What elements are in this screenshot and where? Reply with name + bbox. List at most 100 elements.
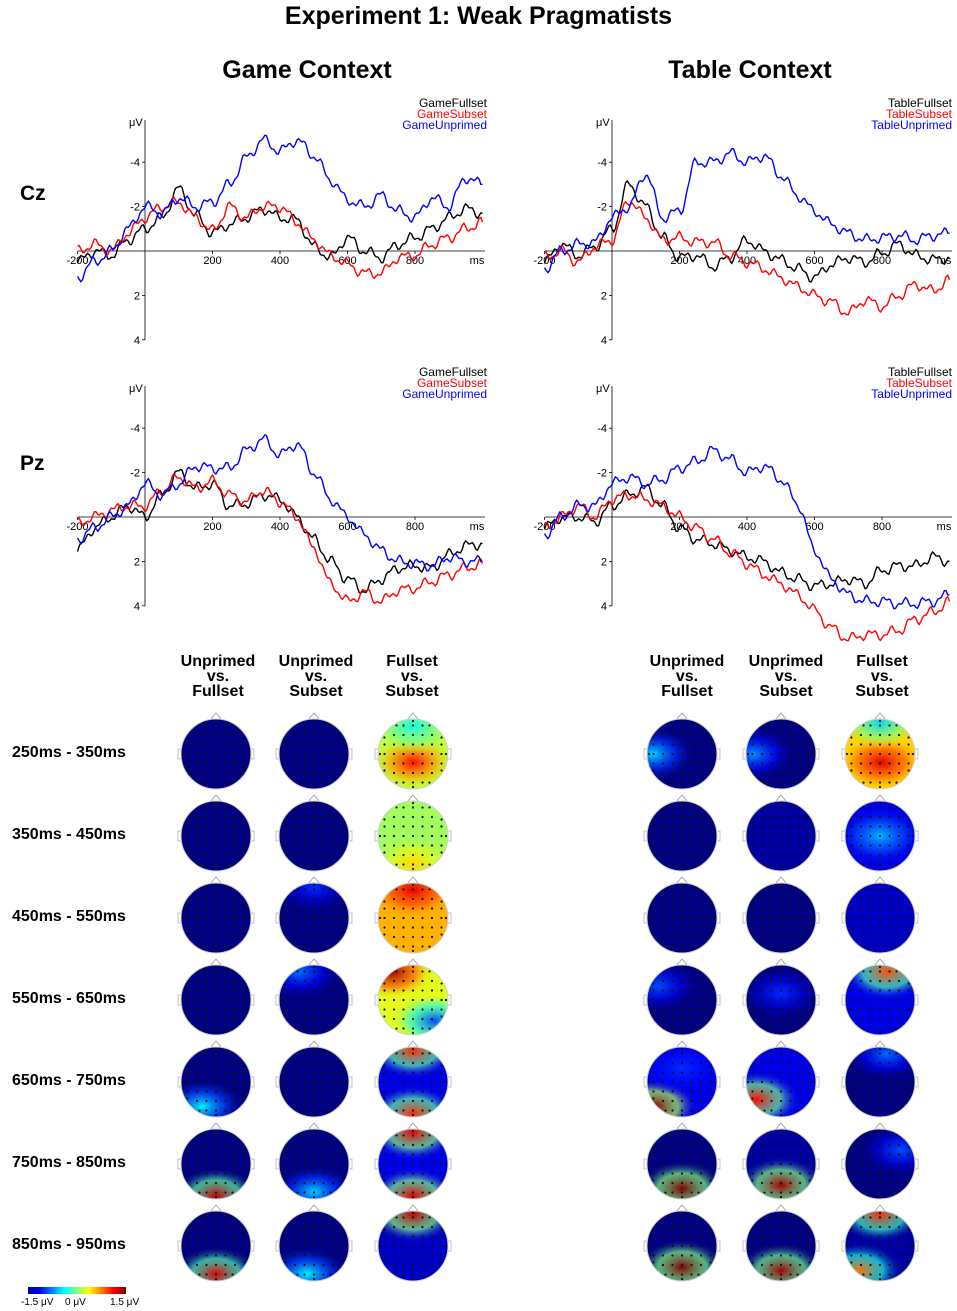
electrode-dot	[897, 916, 901, 920]
electrode-dot	[312, 762, 316, 765]
electrode-dot	[284, 1146, 287, 1149]
electrode-dot	[392, 998, 396, 1002]
topomap	[742, 1204, 820, 1282]
head-nose	[406, 1204, 420, 1213]
electrode-dot	[392, 1254, 396, 1257]
electrode-dot	[383, 1153, 386, 1156]
electrode-dot	[751, 1254, 754, 1257]
electrode-dot	[186, 851, 189, 854]
electrode-dot	[303, 1191, 306, 1194]
electrode-dot	[411, 949, 415, 953]
head-nose	[209, 1122, 223, 1131]
electrode-dot	[322, 1172, 325, 1175]
electrode-dot	[760, 1254, 764, 1257]
electrode-dot	[697, 945, 700, 948]
electrode-dot	[303, 743, 306, 746]
electrode-dot	[329, 863, 332, 866]
electrode-dot	[709, 834, 712, 838]
electrode-dot	[205, 1191, 208, 1194]
electrode-dot	[243, 1228, 246, 1231]
electrode-dot	[440, 1228, 443, 1231]
electrode-dot	[195, 1181, 199, 1185]
electrode-dot	[859, 989, 863, 992]
electrode-dot	[888, 1254, 891, 1257]
electrode-dot	[763, 1134, 766, 1137]
electrode-dot	[421, 1109, 424, 1112]
electrode-dot	[312, 1061, 316, 1065]
electrode-dot	[652, 933, 655, 936]
col-header-table-fullset-subset: Fullset vs. Subset	[855, 653, 909, 700]
electrode-dot	[859, 998, 863, 1002]
electrode-dot	[395, 863, 398, 866]
electrode-dot	[195, 834, 199, 838]
electrode-dot	[888, 1225, 891, 1229]
electrode-dot	[671, 825, 674, 828]
electrode-dot	[205, 888, 208, 891]
electrode-dot	[661, 825, 665, 828]
electrode-dot	[770, 1061, 773, 1065]
electrode-dot	[322, 935, 325, 939]
electrode-dot	[440, 916, 443, 920]
x-tick-label: 200	[203, 521, 221, 533]
head-nose	[873, 794, 887, 803]
electrode-dot	[233, 762, 237, 765]
electrode-dot	[312, 1129, 316, 1133]
electrode-dot	[808, 743, 811, 746]
electrode-dot	[671, 1099, 674, 1103]
electrode-dot	[878, 853, 882, 857]
electrode-dot	[233, 1162, 237, 1166]
electrode-dot	[652, 1235, 655, 1238]
electrode-dot	[402, 1017, 405, 1021]
head-nose	[675, 876, 689, 885]
electrode-dot	[661, 1143, 665, 1147]
electrode-dot	[862, 1191, 865, 1194]
electrode-dot	[671, 1052, 674, 1055]
electrode-dot	[205, 1052, 208, 1055]
electrode-dot	[214, 1195, 218, 1199]
electrode-dot	[331, 1153, 335, 1156]
y-axis-label: μV	[596, 117, 610, 129]
electrode-dot	[233, 979, 237, 983]
electrode-dot	[224, 1008, 227, 1011]
electrode-dot	[888, 945, 891, 948]
electrode-dot	[421, 1225, 424, 1229]
electrode-dot	[680, 897, 684, 901]
electrode-dot	[293, 1153, 297, 1156]
electrode-dot	[789, 1153, 792, 1156]
electrode-dot	[878, 1031, 882, 1035]
electrode-dot	[808, 769, 811, 772]
electrode-dot	[322, 1071, 325, 1074]
electrode-dot	[895, 1216, 898, 1219]
electrode-dot	[699, 907, 703, 910]
electrode-dot	[850, 762, 853, 765]
topomap-blob	[279, 1246, 349, 1281]
electrode-dot	[690, 743, 693, 746]
electrode-dot	[303, 1254, 306, 1257]
electrode-dot	[214, 926, 218, 929]
electrode-dot	[402, 733, 405, 737]
electrode-dot	[392, 1162, 396, 1166]
electrode-dot	[322, 724, 325, 727]
electrode-dot	[392, 853, 396, 857]
electrode-dot	[869, 1254, 872, 1257]
electrode-dot	[293, 825, 297, 828]
electrode-dot	[331, 916, 335, 920]
electrode-dot	[770, 979, 773, 983]
electrode-dot	[303, 888, 306, 891]
electrode-dot	[907, 818, 910, 821]
electrode-dot	[878, 1277, 882, 1281]
electrode-dot	[198, 1216, 201, 1219]
electrode-dot	[233, 1225, 237, 1229]
electrode-dot	[789, 1008, 792, 1011]
electrode-dot	[878, 719, 882, 723]
electrode-dot	[322, 970, 325, 973]
electrode-dot	[303, 1017, 306, 1021]
topomap-blob	[845, 1047, 915, 1082]
electrode-dot	[303, 853, 306, 857]
electrode-dot	[897, 762, 901, 765]
electrode-dot	[779, 1191, 783, 1194]
topomap	[374, 1122, 452, 1200]
electrode-dot	[205, 733, 208, 737]
electrode-dot	[812, 916, 816, 920]
electrode-dot	[690, 998, 693, 1002]
